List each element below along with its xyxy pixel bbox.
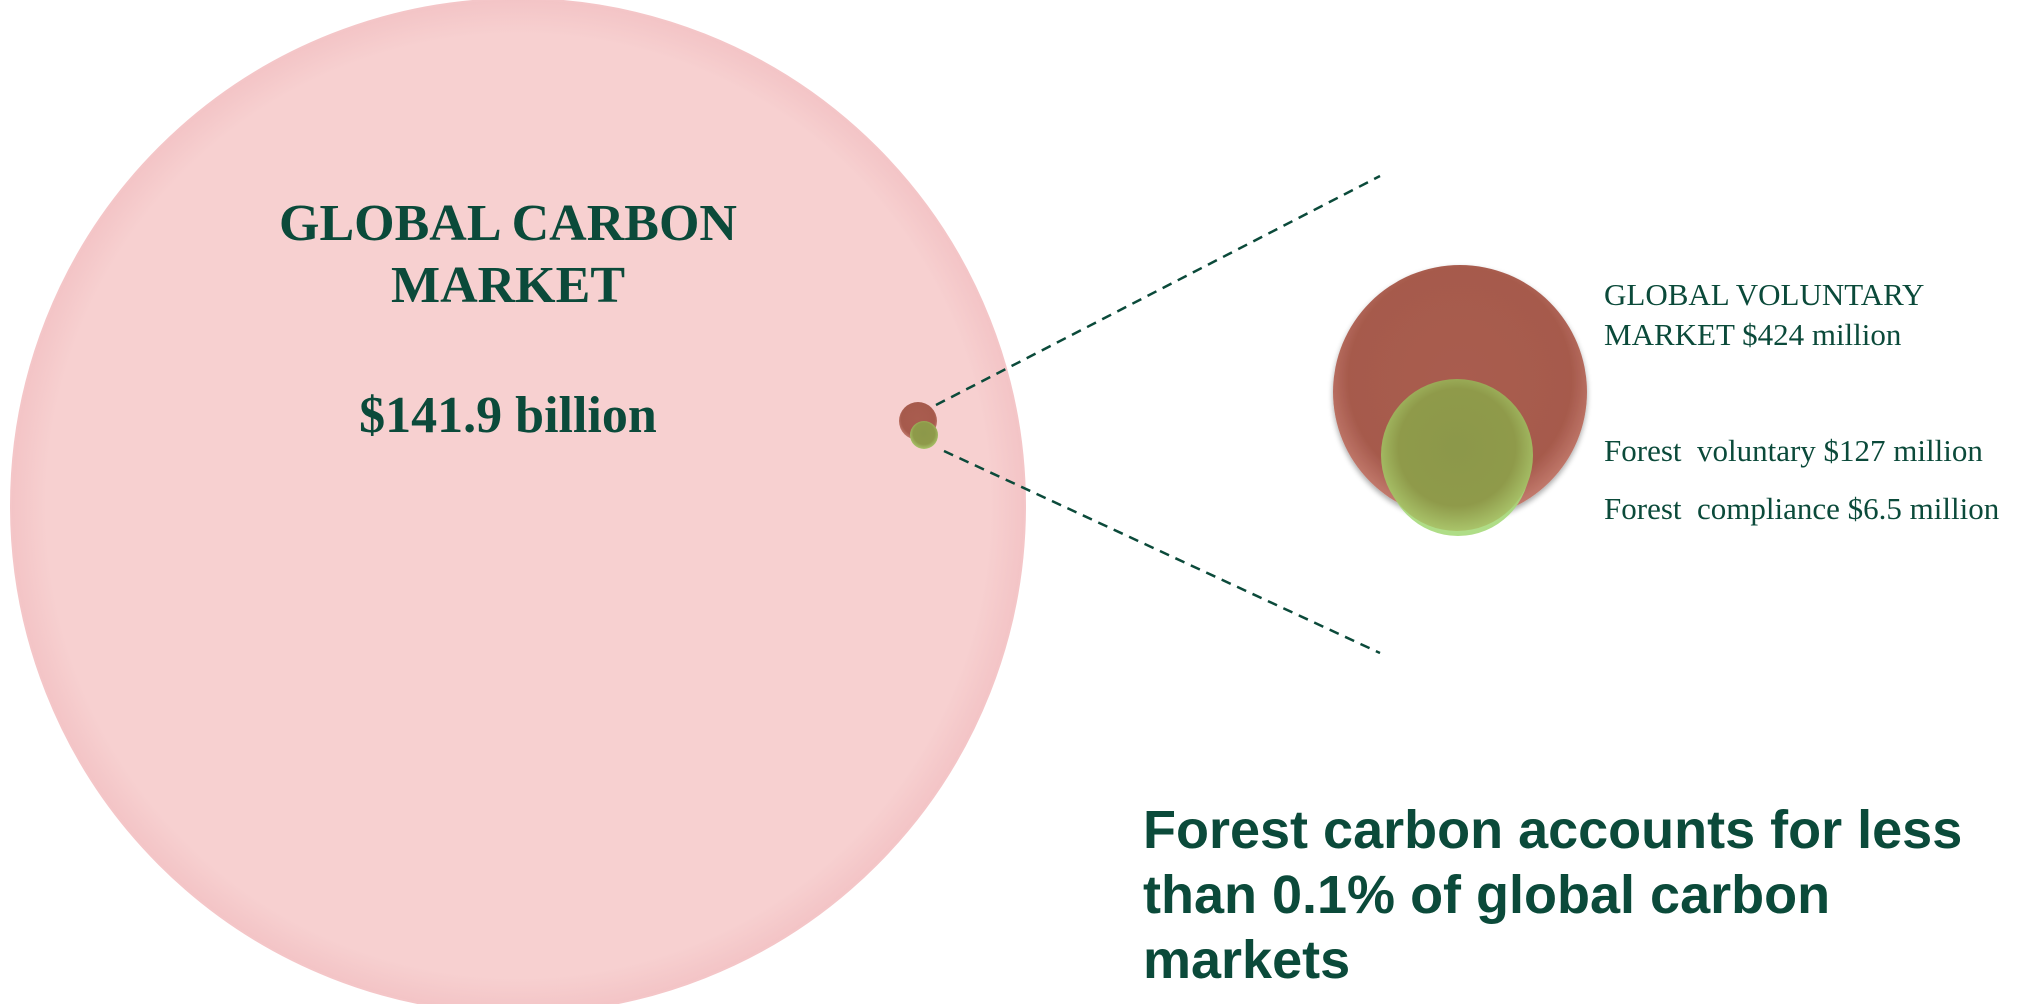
zoom-line-lower	[943, 449, 1381, 655]
voluntary-market-label-line2: MARKET $424 million	[1604, 317, 1902, 352]
small-forest-circle	[910, 421, 938, 449]
global-market-value: $141.9 billion	[359, 387, 657, 444]
forest-voluntary-circle	[1381, 379, 1533, 531]
conclusion-line2: than 0.1% of global carbon	[1143, 865, 1830, 925]
forest-compliance-label: Forest compliance $6.5 million	[1604, 491, 2000, 526]
forest-voluntary-label: Forest voluntary $127 million	[1604, 433, 1983, 468]
conclusion-line1: Forest carbon accounts for less	[1143, 800, 1962, 860]
voluntary-market-label-line1: GLOBAL VOLUNTARY	[1604, 277, 1924, 312]
conclusion-line3: markets	[1143, 930, 1350, 990]
global-market-title-line2: MARKET	[391, 257, 625, 314]
global-market-circle	[10, 0, 1026, 1004]
global-market-title-line1: GLOBAL CARBON	[279, 195, 737, 252]
zoom-line-upper	[935, 174, 1381, 407]
